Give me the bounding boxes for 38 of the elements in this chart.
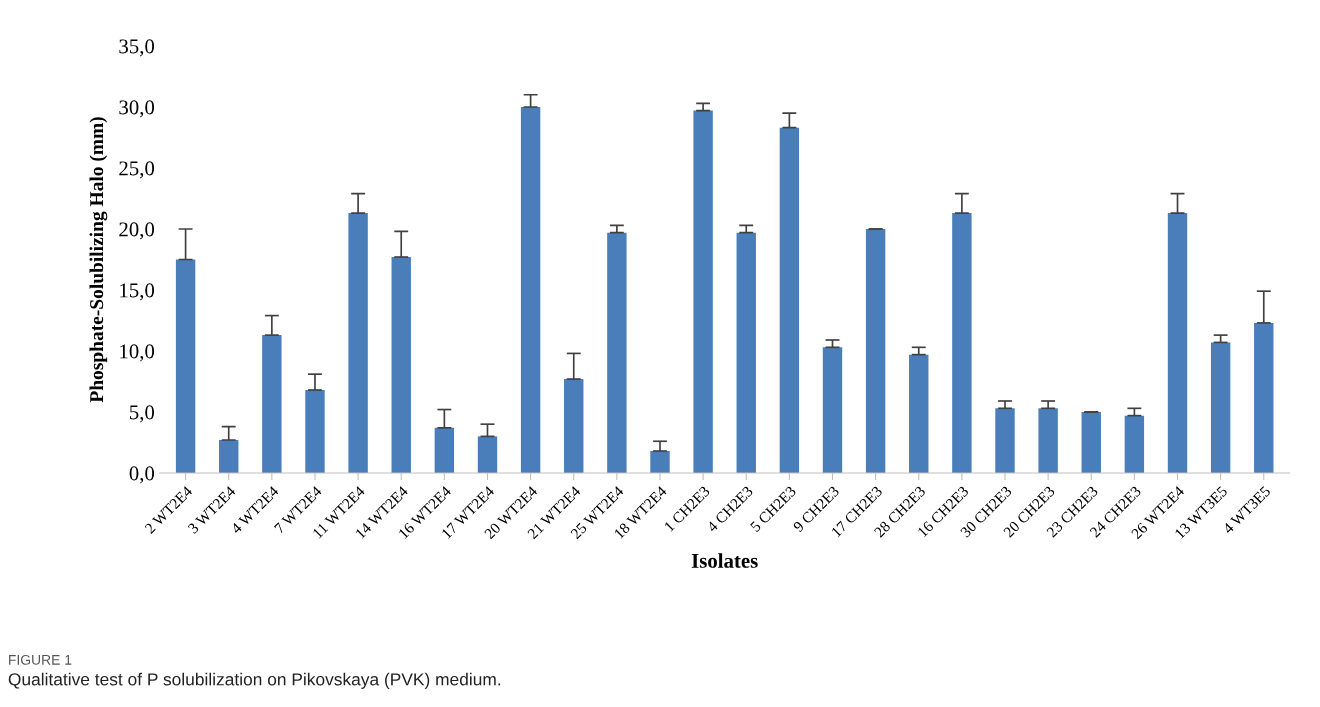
- bar: [1167, 213, 1188, 473]
- bar: [1124, 415, 1145, 473]
- bar: [348, 213, 368, 473]
- text: Qualitative test of P solubilization on Pikovskaya (PVK) medium.: [8, 672, 501, 689]
- y-tick-label: 10,0: [120, 344, 155, 362]
- bar: [520, 106, 541, 473]
- bar: [1254, 322, 1274, 473]
- x-axis-title: Isolates: [691, 553, 758, 568]
- bar: [736, 232, 756, 473]
- y-axis-title: Phosphate-Solubilizing Halo (mm): [89, 117, 108, 403]
- y-tick-label: 0,0: [129, 466, 155, 484]
- bar: [1038, 408, 1058, 473]
- bar: [822, 347, 843, 473]
- bar: [650, 451, 670, 473]
- bar: [305, 390, 325, 473]
- y-tick-label: 15,0: [120, 283, 155, 301]
- y-tick-label: 25,0: [119, 161, 155, 179]
- y-tick-label: 35,0: [119, 39, 155, 57]
- bar: [434, 427, 455, 473]
- bar: [909, 354, 929, 473]
- y-tick-label: 30,0: [119, 100, 155, 118]
- bar: [607, 232, 627, 473]
- bar: [952, 213, 972, 473]
- bar: [1210, 342, 1231, 473]
- caption: FIGURE 1: [9, 654, 72, 665]
- bar: [693, 110, 713, 473]
- bar: [779, 127, 800, 473]
- y-tick-label: 5,0: [130, 405, 155, 423]
- bar: [995, 408, 1015, 473]
- bar: [1081, 411, 1101, 473]
- bar: [564, 379, 584, 473]
- bar: [865, 228, 886, 473]
- y-tick-label: 20,0: [119, 222, 155, 240]
- bar: [175, 259, 196, 473]
- bar: [477, 436, 498, 473]
- bar: [262, 335, 282, 473]
- bar: [391, 257, 411, 473]
- bar: [219, 440, 239, 473]
